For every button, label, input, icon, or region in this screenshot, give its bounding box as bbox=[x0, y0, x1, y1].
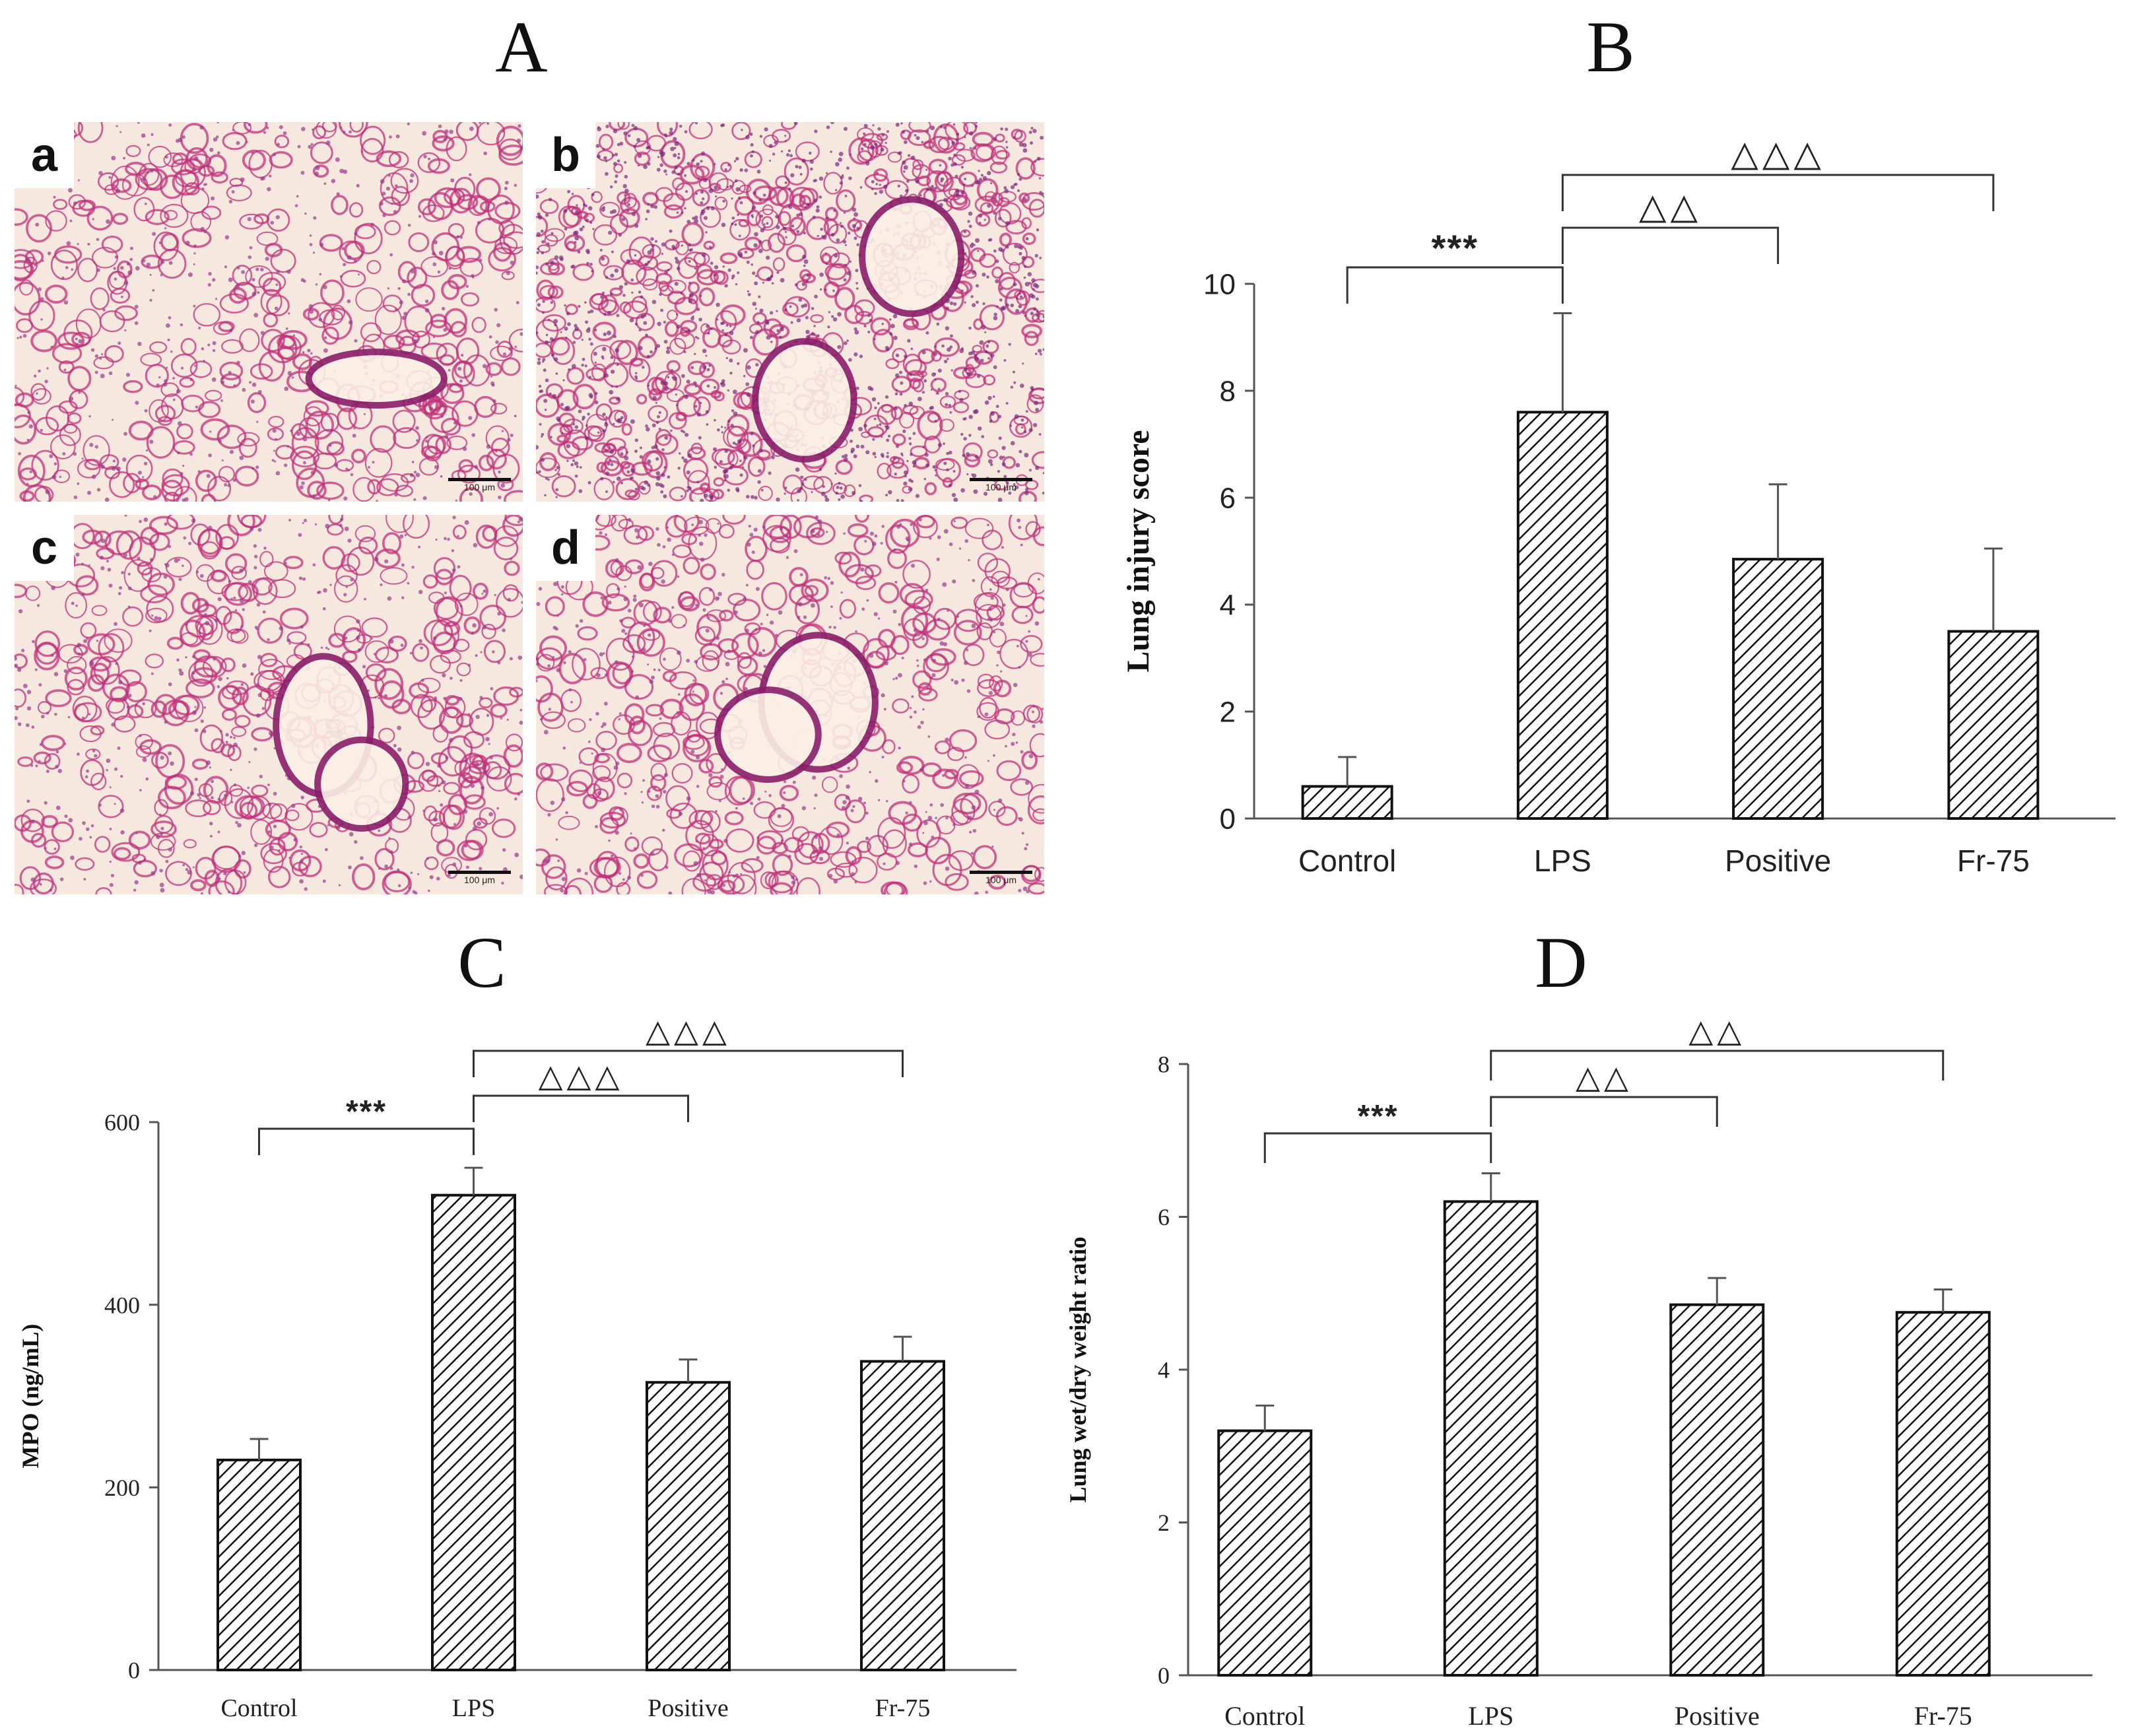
pc-significance-bracket bbox=[473, 1050, 904, 1077]
micrograph-a: a 100 μm bbox=[15, 122, 523, 502]
scale-bar-label-b: 100 μm bbox=[985, 482, 1017, 492]
pc-significance-label: △△△ bbox=[646, 1014, 731, 1049]
pd-bar-positive bbox=[1669, 1303, 1765, 1677]
pc-y-tick-label: 200 bbox=[104, 1475, 140, 1501]
pd-x-tick-label: LPS bbox=[1468, 1701, 1514, 1731]
pb-y-tick-label: 6 bbox=[1220, 482, 1236, 514]
micrograph-b: b 100 μm bbox=[536, 122, 1044, 502]
pb-y-tick-label: 8 bbox=[1220, 375, 1236, 407]
micrograph-c: c 100 μm bbox=[15, 515, 523, 894]
scale-bar-d: 100 μm bbox=[970, 871, 1032, 885]
pd-x-tick-label: Fr-75 bbox=[1914, 1701, 1972, 1731]
pc-bar-control bbox=[217, 1458, 302, 1671]
scale-bar-label-a: 100 μm bbox=[464, 482, 495, 492]
pc-x-tick-label: Positive bbox=[648, 1694, 728, 1722]
pd-bar-fr75 bbox=[1895, 1311, 1991, 1677]
pb-y-tick-label: 0 bbox=[1220, 803, 1236, 835]
pc-x-tick-label: LPS bbox=[452, 1694, 495, 1722]
micrograph-grid: a 100 μm b 100 μm c 100 μm d 100 μm bbox=[15, 122, 1044, 894]
micrograph-label-c: c bbox=[15, 515, 74, 581]
wet-dry-ratio-chart: 0 2 4 6 8 Control LPS Positive Fr-75 Lung wet/dry… bbox=[1065, 1014, 2092, 1731]
pb-x-tick-label: LPS bbox=[1534, 844, 1591, 878]
scale-bar-a: 100 μm bbox=[448, 478, 511, 492]
pb-y-tick-label: 2 bbox=[1220, 696, 1236, 728]
tissue-image-a bbox=[15, 122, 523, 502]
pc-bar-positive bbox=[646, 1381, 731, 1671]
pd-significance-bracket bbox=[1263, 1132, 1492, 1163]
pc-y-tick-label: 0 bbox=[128, 1657, 140, 1684]
pc-bar-lps bbox=[431, 1193, 516, 1671]
pd-significance-label: *** bbox=[1357, 1099, 1398, 1134]
pb-x-tick-label: Fr-75 bbox=[1957, 844, 2030, 878]
pd-y-tick-label: 0 bbox=[1158, 1663, 1170, 1689]
pb-significance-bracket bbox=[1561, 174, 1995, 211]
pd-x-tick-label: Control bbox=[1224, 1701, 1305, 1731]
pd-y-tick-label: 8 bbox=[1158, 1052, 1170, 1078]
pc-x-tick-label: Control bbox=[220, 1694, 297, 1722]
pb-significance-bracket bbox=[1346, 266, 1564, 304]
pd-y-tick-label: 2 bbox=[1158, 1510, 1170, 1536]
pd-significance-bracket bbox=[1490, 1050, 1945, 1081]
pc-bar-fr75 bbox=[860, 1360, 945, 1672]
pb-bar-positive bbox=[1732, 558, 1824, 820]
panel-letter-b: B bbox=[1586, 7, 1635, 87]
pb-y-axis-label: Lung injury score bbox=[1121, 430, 1156, 672]
pc-y-tick-label: 400 bbox=[104, 1292, 140, 1318]
pd-x-tick-label: Positive bbox=[1675, 1701, 1760, 1731]
pd-significance-label: △△ bbox=[1576, 1060, 1632, 1095]
lung-injury-score-chart: 0 2 4 6 8 10 Control LPS Positive Fr-75 Lung injur… bbox=[1121, 134, 2116, 878]
pb-y-tick-label: 10 bbox=[1203, 268, 1236, 300]
pc-y-tick-label: 600 bbox=[104, 1110, 140, 1136]
pc-significance-label: *** bbox=[346, 1094, 387, 1129]
pb-x-tick-label: Control bbox=[1298, 844, 1396, 878]
micrograph-label-b: b bbox=[536, 122, 595, 188]
tissue-image-d bbox=[536, 515, 1044, 894]
pc-x-tick-label: Fr-75 bbox=[875, 1694, 931, 1722]
pd-y-tick-label: 6 bbox=[1158, 1204, 1170, 1230]
pc-y-axis-label: MPO (ng/mL) bbox=[17, 1324, 44, 1469]
tissue-image-b bbox=[536, 122, 1044, 502]
scale-bar-label-c: 100 μm bbox=[464, 875, 495, 885]
pd-y-tick-label: 4 bbox=[1158, 1357, 1170, 1384]
micrograph-label-a: a bbox=[15, 122, 74, 188]
pc-significance-bracket bbox=[473, 1094, 689, 1122]
panel-letter-a: A bbox=[495, 7, 548, 87]
mpo-chart: 0 200 400 600 Control LPS Positive Fr-75 MPO (ng… bbox=[17, 1014, 1017, 1722]
tissue-image-c bbox=[15, 515, 523, 894]
scale-bar-b: 100 μm bbox=[970, 478, 1032, 492]
micrograph-d: d 100 μm bbox=[536, 515, 1044, 894]
pb-significance-label: △△△ bbox=[1731, 134, 1825, 174]
pb-y-tick-label: 4 bbox=[1220, 589, 1236, 621]
scale-bar-c: 100 μm bbox=[448, 871, 511, 885]
pd-bar-lps bbox=[1443, 1200, 1539, 1677]
pb-significance-bracket bbox=[1561, 226, 1780, 264]
pd-significance-label: △△ bbox=[1688, 1014, 1745, 1049]
pc-significance-label: △△△ bbox=[539, 1059, 624, 1094]
pd-y-axis-label: Lung wet/dry weight ratio bbox=[1065, 1237, 1091, 1503]
pb-bar-control bbox=[1301, 785, 1393, 820]
micrograph-label-d: d bbox=[536, 515, 595, 581]
scale-bar-label-d: 100 μm bbox=[985, 875, 1017, 885]
pb-significance-label: △△ bbox=[1639, 187, 1702, 226]
pb-bar-fr75 bbox=[1947, 630, 2040, 820]
pc-significance-bracket bbox=[258, 1127, 475, 1155]
pb-bar-lps bbox=[1516, 411, 1609, 820]
pd-significance-bracket bbox=[1490, 1096, 1718, 1127]
panel-letter-c: C bbox=[457, 922, 506, 1003]
pb-significance-label: *** bbox=[1432, 227, 1479, 269]
panel-letter-d: D bbox=[1535, 922, 1587, 1003]
pb-x-tick-label: Positive bbox=[1725, 844, 1831, 878]
pd-bar-control bbox=[1217, 1429, 1313, 1677]
